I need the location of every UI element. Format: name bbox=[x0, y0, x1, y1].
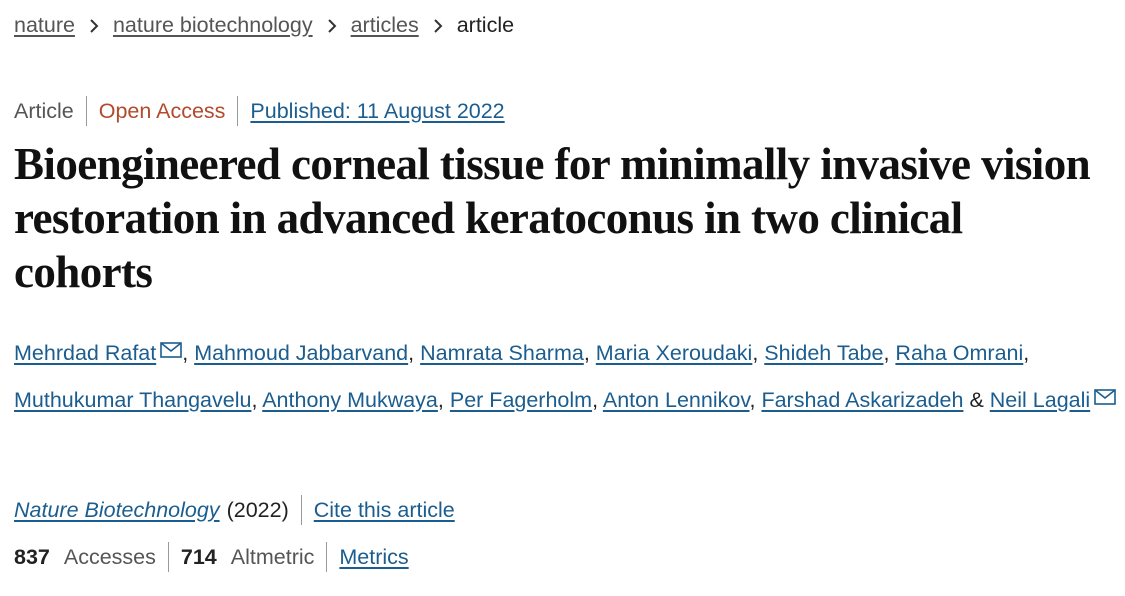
breadcrumb-link[interactable]: nature biotechnology bbox=[112, 13, 313, 37]
author-link[interactable]: Shideh Tabe bbox=[764, 341, 884, 365]
chevron bbox=[433, 18, 443, 33]
author-link[interactable]: Anton Lennikov bbox=[602, 388, 750, 412]
author-separator: , bbox=[182, 341, 189, 365]
article-title: Bioengineered corneal tissue for minimal… bbox=[14, 139, 1091, 297]
author-list: Mehrdad Rafat, Mahmoud Jabbarvand, Namra… bbox=[14, 330, 1124, 424]
author-link[interactable]: Mahmoud Jabbarvand bbox=[194, 341, 409, 365]
article-meta: Article Open Access Published: 11 August… bbox=[14, 96, 505, 126]
year: (2022) bbox=[226, 497, 289, 522]
accesses-count: 837 bbox=[14, 544, 50, 569]
divider bbox=[85, 96, 87, 126]
divider bbox=[167, 542, 169, 572]
author-separator: , bbox=[749, 388, 756, 412]
open-access: Open Access bbox=[98, 98, 226, 123]
author-separator: , bbox=[752, 341, 759, 365]
breadcrumbs: nature nature biotechnology articles articl… bbox=[14, 13, 514, 38]
author-separator: , bbox=[592, 388, 599, 412]
divider bbox=[237, 96, 239, 126]
author-conjunction: & bbox=[969, 388, 984, 412]
author-link[interactable]: Mehrdad Rafat bbox=[14, 341, 157, 365]
author-link[interactable]: Neil Lagali bbox=[989, 388, 1091, 412]
citation: Nature Biotechnology (2022) Cite this ar… bbox=[14, 495, 455, 525]
breadcrumb-link[interactable]: nature bbox=[14, 13, 75, 37]
author-separator: , bbox=[883, 341, 890, 365]
chevron bbox=[90, 18, 99, 33]
altmetric-label: Altmetric bbox=[230, 544, 315, 569]
author-link[interactable]: Namrata Sharma bbox=[420, 341, 584, 365]
author-separator: , bbox=[408, 341, 415, 365]
author-separator: , bbox=[437, 388, 444, 412]
breadcrumb-current: article bbox=[456, 13, 515, 37]
mail-icon bbox=[1094, 389, 1116, 405]
accesses-label: Accesses bbox=[63, 544, 156, 569]
author-link[interactable]: Maria Xeroudaki bbox=[595, 341, 753, 365]
cite-link[interactable]: Cite this article bbox=[313, 497, 455, 522]
metrics: 837 Accesses 714 Altmetric Metrics bbox=[14, 542, 409, 572]
metrics-link[interactable]: Metrics bbox=[339, 544, 409, 569]
mail-icon bbox=[160, 342, 183, 358]
published-date[interactable]: Published: 11 August 2022 bbox=[250, 98, 505, 123]
chevron bbox=[327, 18, 337, 33]
altmetric-count: 714 bbox=[180, 544, 217, 569]
author-link[interactable]: Anthony Mukwaya bbox=[262, 388, 438, 412]
divider bbox=[300, 495, 302, 525]
author-separator: , bbox=[1023, 341, 1030, 365]
author-link[interactable]: Farshad Askarizadeh bbox=[761, 388, 964, 412]
divider bbox=[326, 542, 328, 572]
article-type: Article bbox=[14, 98, 74, 123]
author-link[interactable]: Per Fagerholm bbox=[449, 388, 593, 412]
journal-link[interactable]: Nature Biotechnology bbox=[14, 497, 220, 522]
author-link[interactable]: Muthukumar Thangavelu bbox=[14, 388, 252, 412]
author-separator: , bbox=[583, 341, 590, 365]
breadcrumb-link[interactable]: articles bbox=[350, 13, 419, 37]
author-separator: , bbox=[251, 388, 258, 412]
author-link[interactable]: Raha Omrani bbox=[895, 341, 1024, 365]
